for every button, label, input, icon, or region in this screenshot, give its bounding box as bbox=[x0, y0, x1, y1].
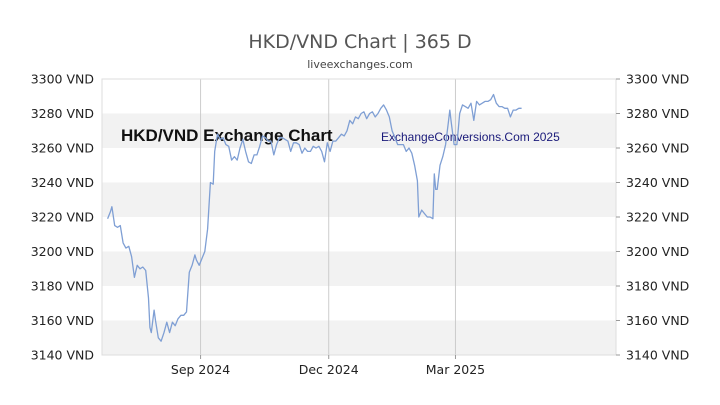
grid-band bbox=[102, 320, 616, 355]
x-axis: Sep 2024 Dec 2024 Mar 2025 bbox=[171, 355, 485, 377]
y-tick-label-left: 3300 VND bbox=[31, 72, 94, 87]
y-tick-label-left: 3280 VND bbox=[31, 106, 94, 121]
y-tick-label-right: 3140 VND bbox=[626, 348, 689, 363]
y-tick-label-right: 3240 VND bbox=[626, 175, 689, 190]
y-tick-label-right: 3160 VND bbox=[626, 313, 689, 328]
grid-band bbox=[102, 182, 616, 217]
grid-bands bbox=[102, 113, 616, 355]
y-tick-label-right: 3300 VND bbox=[626, 72, 689, 87]
y-axis-left: 3140 VND 3160 VND 3180 VND 3200 VND 3220 VND… bbox=[31, 72, 94, 363]
y-tick-label-right: 3200 VND bbox=[626, 244, 689, 259]
grid-band bbox=[102, 113, 616, 148]
y-tick-label-left: 3160 VND bbox=[31, 313, 94, 328]
chart-subtitle: liveexchanges.com bbox=[307, 58, 412, 71]
y-tick-label-left: 3180 VND bbox=[31, 279, 94, 294]
watermark-right: ExchangeConversions.Com 2025 bbox=[381, 130, 560, 144]
y-tick-label-left: 3260 VND bbox=[31, 141, 94, 156]
watermark-left: HKD/VND Exchange Chart bbox=[121, 126, 333, 145]
y-tick-label-left: 3240 VND bbox=[31, 175, 94, 190]
series-line bbox=[106, 93, 522, 342]
y-tick-label-left: 3140 VND bbox=[31, 348, 94, 363]
x-tick-label: Mar 2025 bbox=[426, 362, 485, 377]
grid-band bbox=[102, 251, 616, 286]
y-tick-label-right: 3180 VND bbox=[626, 279, 689, 294]
y-tick-label-left: 3220 VND bbox=[31, 210, 94, 225]
y-tick-label-right: 3280 VND bbox=[626, 106, 689, 121]
y-tick-label-right: 3260 VND bbox=[626, 141, 689, 156]
y-tick-label-right: 3220 VND bbox=[626, 210, 689, 225]
x-tick-label: Sep 2024 bbox=[171, 362, 230, 377]
x-tick-label: Dec 2024 bbox=[299, 362, 359, 377]
chart-title: HKD/VND Chart | 365 D bbox=[248, 31, 471, 53]
y-axis-right: 3140 VND 3160 VND 3180 VND 3200 VND 3220 VND… bbox=[616, 72, 689, 363]
y-tick-label-left: 3200 VND bbox=[31, 244, 94, 259]
vertical-grid-lines bbox=[200, 79, 456, 355]
